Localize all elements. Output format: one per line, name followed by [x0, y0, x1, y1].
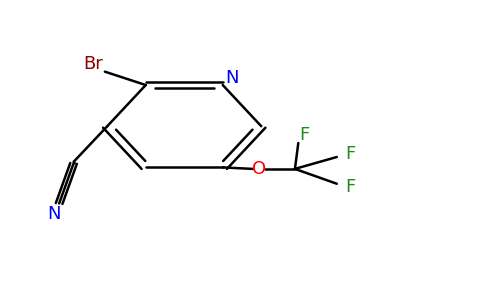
Text: N: N [226, 69, 239, 87]
Text: O: O [252, 160, 266, 178]
Text: N: N [47, 205, 61, 223]
Text: F: F [345, 145, 355, 163]
Text: Br: Br [83, 55, 103, 73]
Text: F: F [345, 178, 355, 196]
Text: F: F [300, 126, 310, 144]
